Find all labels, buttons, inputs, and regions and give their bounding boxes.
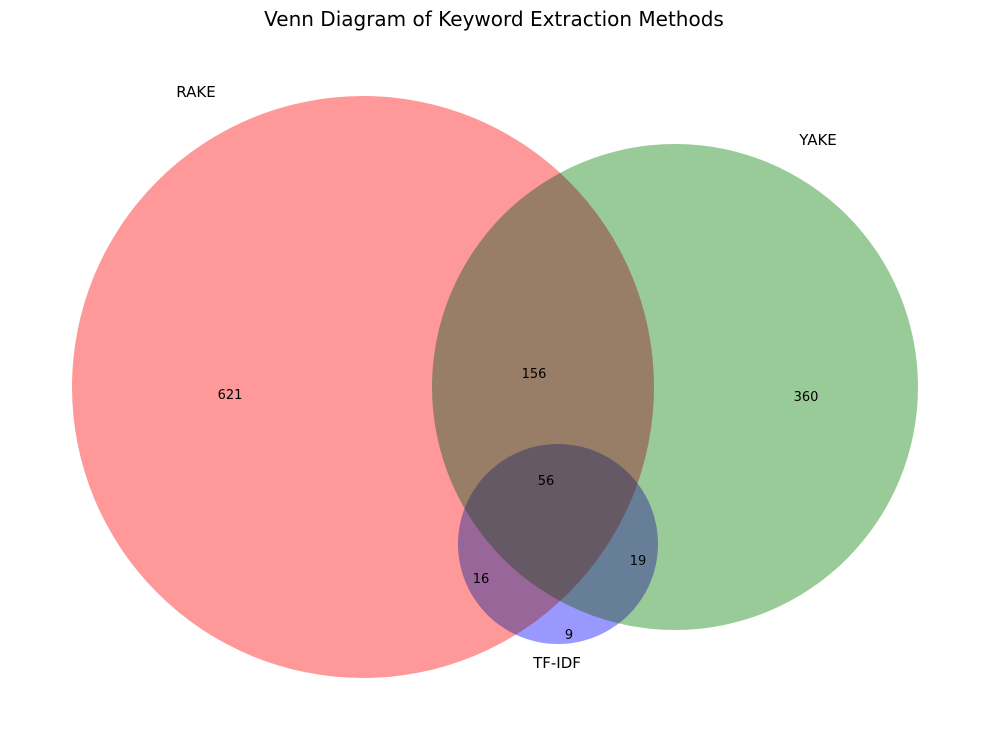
tfidf-only-count: 9 [565, 628, 573, 643]
rake-yake-count: 156 [522, 367, 547, 382]
tfidf-set-label: TF-IDF [532, 654, 581, 672]
tfidf-circle [458, 444, 658, 644]
diagram-title: Venn Diagram of Keyword Extraction Metho… [264, 7, 724, 31]
rake-set-label: RAKE [176, 83, 215, 101]
yake-set-label: YAKE [798, 131, 837, 149]
venn-circles [72, 96, 918, 678]
rake-only-count: 621 [218, 388, 243, 403]
yake-only-count: 360 [794, 390, 819, 405]
rake-tfidf-count: 16 [473, 572, 490, 587]
yake-tfidf-count: 19 [630, 554, 647, 569]
all-three-count: 56 [538, 474, 555, 489]
